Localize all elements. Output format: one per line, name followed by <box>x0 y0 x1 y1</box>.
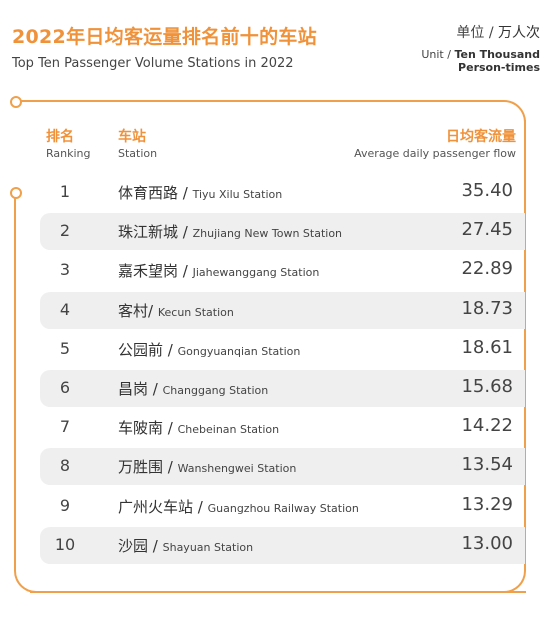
row-station-separator: / <box>178 184 193 202</box>
row-station-cn: 沙园 <box>118 536 149 555</box>
unit-en-value-line2: Person-times <box>458 61 540 74</box>
row-station-en: Tiyu Xilu Station <box>192 188 283 201</box>
row-station-cn: 昌岗 <box>118 380 149 398</box>
row-station-separator: / <box>163 340 178 359</box>
row-rank: 10 <box>54 534 76 554</box>
header-flow-cn: 日均客流量 <box>446 129 516 145</box>
row-value: 27.45 <box>461 219 513 241</box>
row-station: 万胜围 / Wanshengwei Station <box>118 456 296 477</box>
row-station-separator: / <box>163 458 178 477</box>
header-station-en: Station <box>118 147 158 160</box>
row-station-en: Shayuan Station <box>162 540 254 554</box>
row-station-en: Kecun Station <box>157 305 234 319</box>
row-station-en: Guangzhou Railway Station <box>207 501 359 515</box>
frame-dot-top <box>10 96 22 108</box>
unit-en: Unit / Ten Thousand Person-times <box>421 48 540 74</box>
row-station-separator: / <box>178 262 193 281</box>
frame-bottom-line <box>30 591 526 593</box>
row-station: 嘉禾望岗 / Jiahewanggang Station <box>118 260 319 281</box>
row-station: 公园前 / Gongyuanqian Station <box>118 339 300 360</box>
header-flow: 日均客流量 Average daily passenger flow <box>354 126 516 160</box>
table-row: 4 客村/ Kecun Station 18.73 <box>40 291 525 329</box>
row-station-separator: / <box>178 223 193 242</box>
row-station-en: Wanshengwei Station <box>177 462 297 476</box>
table-row: 6 昌岗 / Changgang Station 15.68 <box>40 370 525 407</box>
row-rank: 1 <box>59 182 71 201</box>
header-rank-cn: 排名 <box>46 129 74 145</box>
row-station-separator: / <box>148 380 163 398</box>
unit-cn-value: 万人次 <box>498 25 540 41</box>
header-station: 车站 Station <box>118 126 157 160</box>
row-station-cn: 嘉禾望岗 <box>118 262 179 281</box>
row-station-cn: 公园前 <box>118 340 164 359</box>
row-station-cn: 广州火车站 <box>118 497 194 516</box>
unit-cn-label: 单位 / <box>456 25 494 41</box>
row-value: 18.61 <box>461 336 513 358</box>
header-rank-en: Ranking <box>46 147 91 160</box>
row-rank: 8 <box>59 456 71 476</box>
row-value: 18.73 <box>461 297 513 319</box>
row-station: 车陂南 / Chebeinan Station <box>118 417 279 438</box>
frame-dot-left <box>10 187 22 199</box>
chart-title-en: Top Ten Passenger Volume Stations in 202… <box>12 56 294 71</box>
row-station-en: Gongyuanqian Station <box>177 344 301 358</box>
unit-cn: 单位 / 万人次 <box>421 22 540 42</box>
frame-bottom-right-corner <box>504 571 526 593</box>
frame-left-line <box>14 191 38 593</box>
row-rank: 5 <box>59 338 71 358</box>
frame-right-line <box>524 120 526 571</box>
unit-label: 单位 / 万人次 Unit / Ten Thousand Person-time… <box>421 22 540 74</box>
row-rank: 9 <box>59 495 71 515</box>
row-station-cn: 万胜围 <box>118 458 164 477</box>
table-row: 3 嘉禾望岗 / Jiahewanggang Station 22.89 <box>40 252 525 289</box>
table-row: 1 体育西路 / Tiyu Xilu Station 35.40 <box>40 174 525 211</box>
chart-title-cn: 2022年日均客运量排名前十的车站 <box>12 26 317 48</box>
table-row: 10 沙园 / Shayuan Station 13.00 <box>40 526 525 564</box>
header-station-cn: 车站 <box>118 129 146 145</box>
row-station-cn: 珠江新城 <box>118 223 179 242</box>
row-value: 14.22 <box>461 415 513 437</box>
table-row: 7 车陂南 / Chebeinan Station 14.22 <box>40 409 525 446</box>
header-flow-en: Average daily passenger flow <box>354 147 516 160</box>
row-station-separator: / <box>148 536 163 555</box>
row-station-cn: 体育西路 <box>118 184 179 202</box>
row-rank: 4 <box>59 299 71 319</box>
row-station-cn: 车陂南 <box>118 419 164 438</box>
unit-en-label: Unit / <box>421 48 451 61</box>
row-rank: 7 <box>59 417 71 437</box>
row-station: 珠江新城 / Zhujiang New Town Station <box>118 221 342 242</box>
row-station-cn: 客村 <box>118 301 149 320</box>
row-station: 沙园 / Shayuan Station <box>118 535 253 556</box>
row-rank: 6 <box>59 378 71 397</box>
row-station-en: Jiahewanggang Station <box>192 266 320 280</box>
row-station: 客村/ Kecun Station <box>118 300 234 321</box>
row-value: 35.40 <box>461 180 513 201</box>
row-value: 15.68 <box>461 376 513 397</box>
row-station-separator: / <box>163 419 178 438</box>
table-row: 5 公园前 / Gongyuanqian Station 18.61 <box>40 331 525 368</box>
row-value: 22.89 <box>461 258 513 280</box>
row-station: 广州火车站 / Guangzhou Railway Station <box>118 496 359 517</box>
frame-top-line <box>16 100 526 122</box>
row-value: 13.29 <box>461 493 513 515</box>
row-value: 13.00 <box>461 532 513 554</box>
row-station: 体育西路 / Tiyu Xilu Station <box>118 182 282 203</box>
row-station-en: Zhujiang New Town Station <box>192 227 343 241</box>
table-row: 8 万胜围 / Wanshengwei Station 13.54 <box>40 448 525 486</box>
row-rank: 2 <box>59 221 71 241</box>
row-rank: 3 <box>59 260 71 280</box>
header-rank: 排名 Ranking <box>46 126 91 160</box>
row-station-en: Chebeinan Station <box>177 423 280 437</box>
row-station-en: Changgang Station <box>162 384 269 397</box>
table-row: 2 珠江新城 / Zhujiang New Town Station 27.45 <box>40 213 525 251</box>
row-station-separator: / <box>193 497 208 516</box>
row-value: 13.54 <box>461 454 513 476</box>
row-station-separator: / <box>148 301 158 320</box>
row-station: 昌岗 / Changgang Station <box>118 378 268 399</box>
table-row: 9 广州火车站 / Guangzhou Railway Station 13.29 <box>40 488 525 525</box>
unit-en-value-line1: Ten Thousand <box>454 48 540 61</box>
